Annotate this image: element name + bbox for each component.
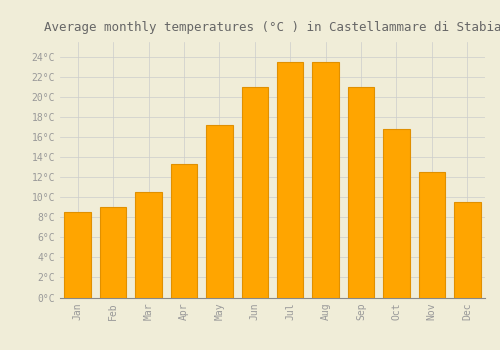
Bar (242, 87, 268, 298)
Bar (170, 164, 197, 298)
Title: Average monthly temperatures (°C ) in Castellammare di Stabia: Average monthly temperatures (°C ) in Ca… (44, 21, 500, 34)
Bar (454, 202, 480, 298)
Bar (206, 125, 233, 298)
Bar (418, 172, 445, 298)
Bar (348, 87, 374, 298)
Bar (64, 212, 91, 298)
Bar (383, 129, 409, 298)
Bar (277, 62, 303, 298)
Bar (312, 62, 339, 298)
Bar (100, 207, 126, 298)
Bar (136, 192, 162, 298)
